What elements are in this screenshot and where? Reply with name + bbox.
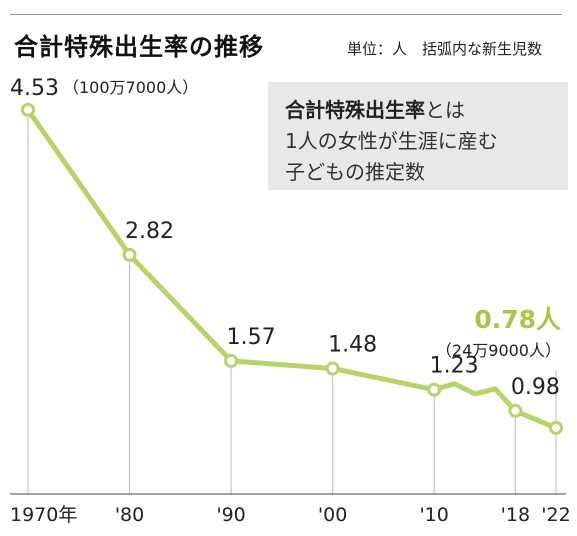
data-point-marker <box>21 102 35 117</box>
data-point-marker <box>508 403 523 418</box>
data-label: 4.53 <box>10 76 59 101</box>
data-point-marker <box>224 353 239 368</box>
x-tick-label: 1970年 <box>10 504 77 526</box>
definition-line-2: 1人の女性が生涯に産む <box>285 129 498 153</box>
x-tick-label: '00 <box>318 504 347 526</box>
data-point-marker <box>427 382 442 397</box>
data-point-marker <box>549 420 563 435</box>
definition-box: 合計特殊出生率とは 1人の女性が生涯に産む 子どもの推定数 <box>268 82 568 190</box>
definition-line-3: 子どもの推定数 <box>285 160 425 184</box>
data-label: 2.82 <box>125 219 174 244</box>
data-label: 1.57 <box>227 325 276 350</box>
top-rule <box>10 14 562 15</box>
highlight-data-label: 0.78人 <box>474 305 561 334</box>
data-label: 1.23 <box>430 354 479 379</box>
highlight-data-sublabel: （24万9000人） <box>436 341 561 360</box>
definition-term: 合計特殊出生率 <box>285 98 425 122</box>
data-label: 1.48 <box>328 332 377 357</box>
data-label: 0.98 <box>511 375 560 400</box>
data-point-marker <box>122 247 137 262</box>
x-tick-label: '90 <box>216 504 245 526</box>
definition-line-1-rest: とは <box>425 98 465 122</box>
data-point-marker <box>325 361 340 376</box>
x-tick-label: '22 <box>541 504 570 526</box>
chart-title: 合計特殊出生率の推移 <box>14 33 264 61</box>
data-sublabel: （100万7000人） <box>63 78 198 97</box>
unit-note: 単位：人 括弧内な新生児数 <box>347 40 543 58</box>
x-tick-label: '80 <box>115 504 144 526</box>
definition-line-1: 合計特殊出生率とは <box>285 94 465 123</box>
x-tick-label: '18 <box>501 504 530 526</box>
series-line <box>25 107 559 431</box>
x-tick-label: '10 <box>419 504 448 526</box>
